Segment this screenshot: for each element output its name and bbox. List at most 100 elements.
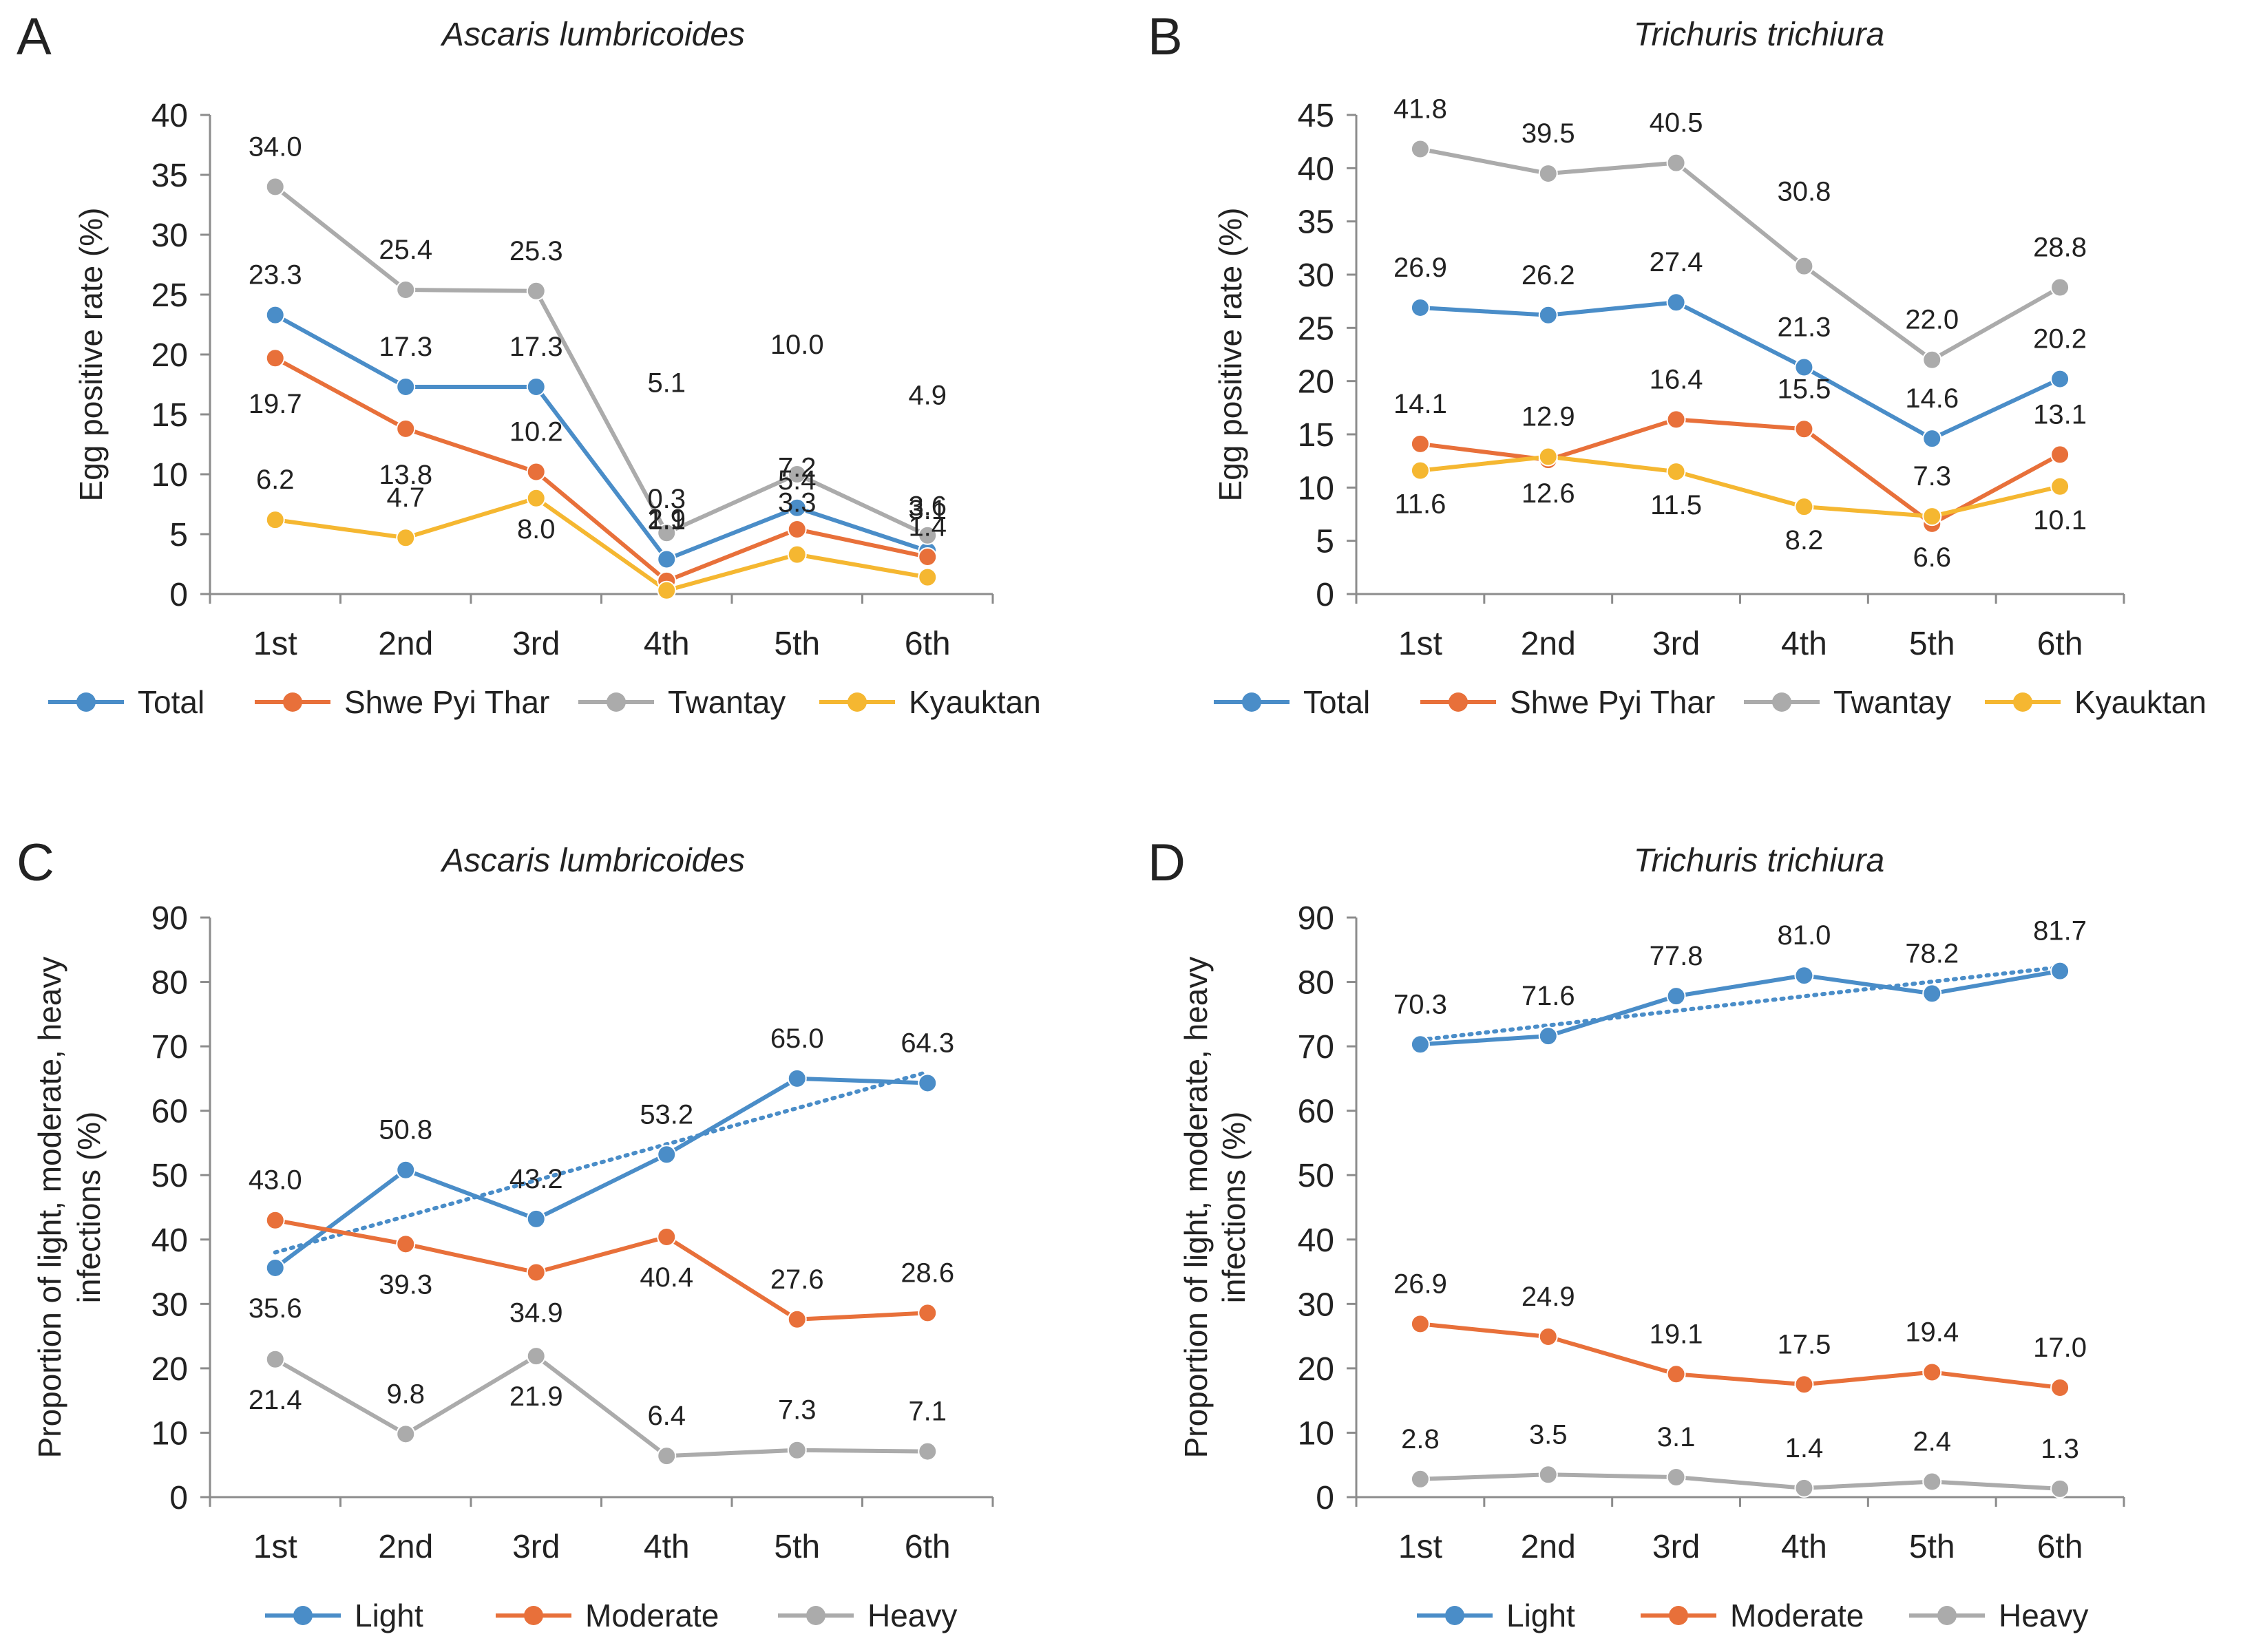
- data-point: [918, 567, 938, 587]
- x-tick-label: 4th: [644, 1529, 690, 1565]
- data-point: [657, 1227, 677, 1247]
- data-label: 13.1: [2033, 399, 2087, 430]
- data-point: [657, 1145, 677, 1165]
- legend-marker: [293, 1606, 313, 1625]
- y-tick-label: 90: [1298, 900, 1334, 937]
- data-label: 53.2: [640, 1099, 693, 1130]
- legend-marker: [1242, 692, 1261, 712]
- y-tick-label: 30: [1298, 257, 1334, 294]
- x-tick-label: 6th: [2037, 1529, 2083, 1565]
- data-label: 10.2: [509, 417, 563, 447]
- data-point: [1794, 1478, 1814, 1498]
- panel-letter: D: [1148, 834, 1186, 892]
- chart-title: Ascaris lumbricoides: [440, 17, 745, 53]
- y-tick-label: 10: [151, 457, 188, 494]
- y-tick-label: 20: [1298, 364, 1334, 401]
- data-label: 20.2: [2033, 324, 2087, 354]
- series-line-total: [1420, 300, 2061, 441]
- data-point: [1794, 497, 1814, 517]
- data-label: 50.8: [379, 1115, 432, 1145]
- data-label: 34.9: [509, 1298, 563, 1328]
- data-point: [1666, 293, 1686, 313]
- chart-c-svg: Ascaris lumbricoides Proportion of light,…: [32, 843, 994, 1633]
- data-label: 17.5: [1777, 1329, 1831, 1359]
- data-label: 23.3: [249, 260, 302, 290]
- series-line-kyauktan: [1420, 454, 2061, 519]
- data-label: 28.8: [2033, 233, 2087, 263]
- legend-label: Kyauktan: [909, 684, 1041, 720]
- data-point: [1666, 462, 1686, 482]
- data-label: 7.1: [908, 1397, 947, 1427]
- y-tick-label: 10: [151, 1415, 188, 1452]
- data-point: [1666, 410, 1686, 430]
- legend-marker: [1772, 692, 1791, 712]
- series-line-heavy: [1420, 1472, 2061, 1491]
- data-label: 11.6: [1394, 489, 1446, 520]
- x-tick-label: 2nd: [378, 626, 433, 662]
- data-point: [918, 1073, 938, 1093]
- data-point: [1922, 984, 1942, 1004]
- data-label: 19.7: [249, 389, 302, 419]
- data-label: 27.6: [770, 1264, 824, 1295]
- y-axis-label: Proportion of light, moderate, heavy: [32, 957, 67, 1459]
- data-label: 64.3: [901, 1028, 954, 1058]
- legend-marker: [607, 692, 626, 712]
- data-label: 2.4: [1913, 1427, 1951, 1457]
- data-point: [1538, 1465, 1558, 1485]
- data-label: 14.1: [1393, 389, 1447, 419]
- y-tick-label: 80: [151, 965, 188, 1002]
- data-point: [1666, 986, 1686, 1006]
- y-tick-label: 50: [1298, 1158, 1334, 1194]
- data-point: [526, 488, 546, 508]
- data-point: [526, 1262, 546, 1282]
- data-point: [1410, 139, 1430, 159]
- data-point: [1538, 1026, 1558, 1046]
- data-label: 3.6: [908, 491, 947, 521]
- x-tick-label: 5th: [1909, 1529, 1955, 1565]
- data-label: 6.4: [647, 1401, 686, 1431]
- y-tick-label: 40: [1298, 1222, 1334, 1259]
- series-line-twantay: [1420, 147, 2061, 362]
- data-label: 17.3: [379, 332, 432, 362]
- data-label: 71.6: [1522, 981, 1575, 1011]
- data-point: [1538, 305, 1558, 325]
- data-label: 4.9: [908, 381, 947, 411]
- data-label: 8.2: [1785, 525, 1824, 555]
- series-line-kyauktan: [275, 496, 928, 593]
- series-line-moderate: [275, 1218, 928, 1322]
- data-label: 41.8: [1393, 94, 1447, 124]
- data-label: 43.0: [249, 1165, 302, 1196]
- data-point: [526, 462, 546, 482]
- series-line-light: [273, 1076, 928, 1270]
- data-label: 3.5: [1529, 1419, 1568, 1450]
- data-label: 81.0: [1777, 920, 1831, 951]
- data-label: 17.3: [509, 332, 563, 362]
- legend-marker: [848, 692, 867, 712]
- legend-marker: [1669, 1606, 1688, 1625]
- data-point: [1410, 434, 1430, 454]
- data-point: [265, 510, 285, 530]
- data-point: [787, 544, 807, 564]
- y-tick-label: 35: [1298, 204, 1334, 241]
- x-tick-label: 3rd: [512, 1529, 560, 1565]
- y-tick-label: 15: [1298, 417, 1334, 454]
- data-point: [1922, 1472, 1942, 1492]
- data-point: [918, 547, 938, 567]
- series-line-shwe-pyi-thar: [274, 356, 928, 583]
- y-tick-label: 40: [151, 1222, 188, 1259]
- data-point: [265, 1258, 285, 1278]
- y-axis-label-line2: infections (%): [71, 1112, 107, 1304]
- data-point: [787, 465, 807, 484]
- x-tick-label: 6th: [905, 1529, 951, 1565]
- legend-label: Total: [138, 684, 204, 720]
- x-tick-label: 6th: [905, 626, 951, 662]
- data-point: [1794, 256, 1814, 276]
- series-line-moderate: [1420, 1322, 2061, 1390]
- chart-title: Trichuris trichiura: [1634, 17, 1885, 53]
- data-label: 30.8: [1777, 177, 1831, 207]
- data-point: [657, 1446, 677, 1466]
- legend-marker: [1937, 1606, 1957, 1625]
- trendline-light: [273, 1070, 930, 1255]
- data-point: [1922, 429, 1942, 449]
- data-label: 1.1: [647, 505, 686, 536]
